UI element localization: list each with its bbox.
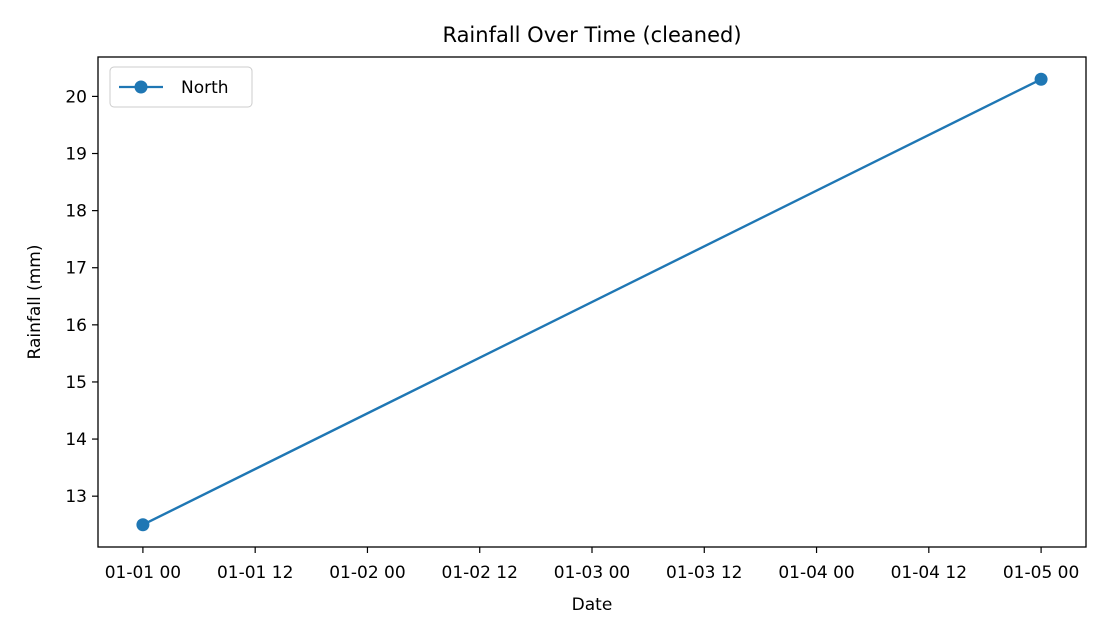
x-tick-label: 01-05 00	[1003, 563, 1079, 583]
x-tick-label: 01-03 00	[554, 563, 630, 583]
x-tick-label: 01-01 00	[105, 563, 181, 583]
x-tick-label: 01-03 12	[666, 563, 742, 583]
data-point-marker	[1034, 72, 1048, 86]
y-tick-label: 15	[65, 373, 87, 393]
x-axis-ticks: 01-01 00 01-01 12 01-02 00 01-02 12 01-03 00…	[105, 547, 1079, 583]
chart-title: Rainfall Over Time (cleaned)	[442, 23, 741, 47]
y-tick-label: 19	[65, 145, 87, 165]
y-tick-label: 18	[65, 202, 87, 222]
y-tick-label: 13	[65, 487, 87, 507]
series-line	[142, 78, 1042, 526]
y-tick-label: 14	[65, 430, 87, 450]
y-axis-label: Rainfall (mm)	[25, 245, 45, 360]
legend-label-north: North	[181, 78, 229, 98]
x-tick-label: 01-04 00	[778, 563, 854, 583]
y-tick-label: 20	[65, 87, 87, 107]
x-tick-label: 01-02 00	[329, 563, 405, 583]
legend: North	[109, 66, 253, 108]
data-point-marker	[136, 518, 150, 532]
x-axis-label: Date	[572, 595, 613, 615]
legend-marker-swatch	[134, 80, 148, 94]
x-tick-label: 01-02 12	[442, 563, 518, 583]
legend-box	[109, 66, 253, 108]
series-layer	[136, 72, 1048, 532]
x-tick-label: 01-01 12	[217, 563, 293, 583]
y-tick-label: 16	[65, 316, 87, 336]
y-tick-label: 17	[65, 259, 87, 279]
y-axis-ticks: 13 14 15 16 17 18 19 20	[65, 87, 98, 507]
x-tick-label: 01-04 12	[891, 563, 967, 583]
